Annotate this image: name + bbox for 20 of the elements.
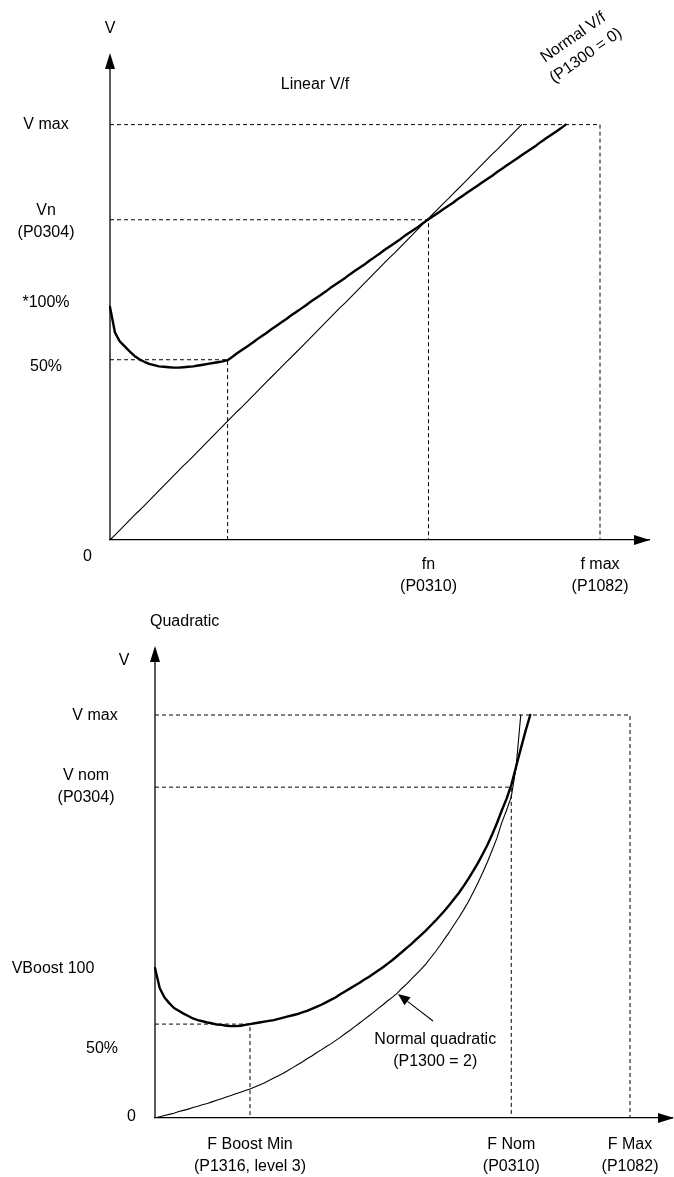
x-tick-label: f max (P1082) [571, 555, 629, 595]
y-axis-title: V [118, 651, 130, 669]
x-tick-label: F Nom (P0310) [482, 1135, 540, 1175]
legend-label: Normal quadratic (P1300 = 2) [374, 1030, 497, 1070]
y-axis-title: V [104, 19, 116, 37]
text: 0 [83, 547, 93, 565]
text: Vn (P0304) [17, 201, 75, 241]
text: V nom (P0304) [57, 766, 115, 806]
text: V max [23, 115, 69, 133]
text: VBoost 100 [11, 959, 95, 977]
x-tick-label: F Max (P1082) [601, 1135, 659, 1175]
text: 50% [85, 1039, 119, 1057]
x-tick-label: fn (P0310) [400, 555, 457, 595]
text: 50% [29, 357, 63, 375]
text: *100% [22, 293, 70, 311]
chart-title: Quadratic [150, 612, 220, 630]
text: 0 [127, 1107, 137, 1125]
chart-title: Linear V/f [280, 75, 350, 93]
x-tick-label: F Boost Min (P1316, level 3) [193, 1135, 307, 1175]
text: V max [72, 706, 118, 724]
